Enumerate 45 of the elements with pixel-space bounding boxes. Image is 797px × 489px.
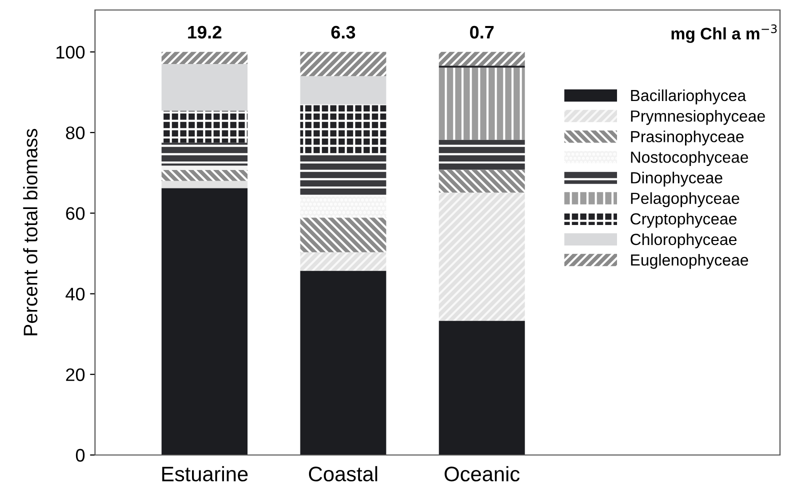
bar (438, 52, 525, 66)
bar (438, 192, 525, 321)
y-tick-label: 0 (76, 448, 85, 462)
legend-label: Bacillariophycea (631, 89, 746, 104)
legend-label: Prymnesiophyceae (631, 110, 765, 125)
bar (162, 166, 248, 170)
y-tick-label: 100 (56, 46, 85, 59)
x-tick-label: Oceanic (444, 466, 520, 482)
bar (162, 52, 248, 64)
legend-label: Chlorophyceae (630, 233, 737, 248)
bar (438, 170, 525, 193)
annotation: 0.7 (470, 26, 494, 39)
x-tick-label: Coastal (308, 466, 378, 482)
bar (438, 140, 525, 170)
annotation: 6.3 (331, 26, 356, 39)
bar (162, 180, 248, 188)
y-tick-label: 80 (66, 126, 85, 140)
bar (300, 252, 386, 271)
annotation: 19.2 (188, 26, 222, 39)
bar (438, 68, 525, 140)
legend-label: Nostocophyceae (631, 151, 748, 166)
bar (300, 154, 386, 197)
bar (162, 170, 248, 181)
y-tick-label: 20 (66, 368, 85, 382)
bar (300, 52, 386, 76)
y-axis-title: Percent of total biomass (23, 128, 38, 336)
y-tick-label: 40 (66, 288, 85, 300)
y-tick-label: 60 (66, 207, 85, 220)
legend-label: Euglenophyceae (631, 254, 748, 269)
legend-label: Pelagophyceae (631, 192, 740, 208)
bar (162, 142, 248, 166)
x-tick-label: Estuarine (162, 466, 248, 482)
legend-label: Dinophyceae (631, 172, 722, 187)
bar (300, 218, 386, 252)
bar (162, 64, 248, 111)
bar (162, 188, 248, 455)
legend-label: Cryptophyceae (630, 212, 737, 228)
text: mg Chl a m$^{−3}$ (672, 24, 777, 43)
bar (438, 320, 525, 455)
bar (300, 196, 386, 218)
bar (300, 104, 386, 154)
bar (162, 110, 248, 143)
bar (300, 270, 386, 455)
legend-label: Prasinophyceae (631, 130, 744, 146)
bar (300, 76, 386, 104)
